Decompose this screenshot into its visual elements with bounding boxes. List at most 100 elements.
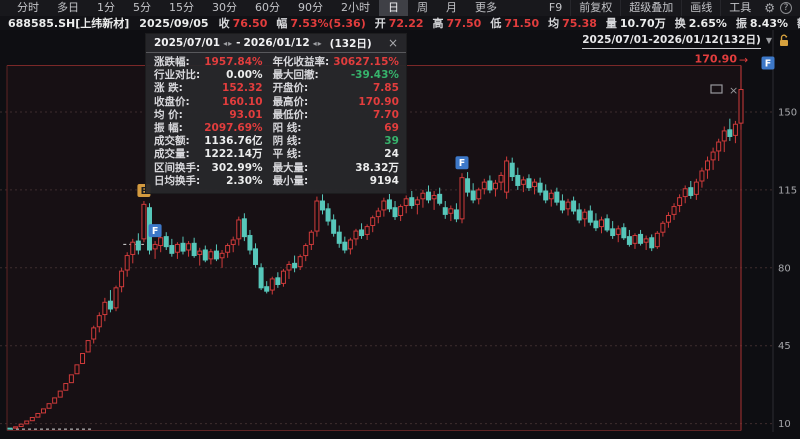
stats-cell: 152.32: [222, 82, 263, 95]
period-tab-more[interactable]: 更多: [475, 1, 497, 14]
period-tab-30min[interactable]: 30分: [212, 1, 237, 14]
date-separator: -: [236, 37, 241, 49]
stats-cell: 日均换手:: [154, 174, 201, 187]
quote-value: 77.50: [446, 17, 482, 30]
stats-cell: 区间换手:: [154, 161, 201, 174]
arrow-right-icon: →: [739, 53, 748, 66]
event-marker-f[interactable]: F: [455, 156, 469, 170]
stats-cell: 0.00%: [226, 69, 263, 82]
toolbar-tools[interactable]: 工具: [720, 0, 759, 16]
stats-cell: 160.10: [222, 95, 263, 108]
quote-value: 7.53%(5.36): [290, 17, 366, 30]
region-close-icon[interactable]: ×: [729, 84, 738, 97]
quote-fields: 收 76.50 幅 7.53%(5.36) 开 72.22 高 77.50 低 71.50 均 75.…: [219, 15, 800, 31]
quote-open: 开 72.22: [375, 17, 424, 30]
quote-volume: 量 10.70万: [606, 17, 666, 30]
y-axis-label: 115: [778, 185, 797, 196]
quote-label: 振: [735, 17, 747, 30]
stats-cell: 1957.84%: [204, 56, 263, 68]
stats-days-count: (132日): [329, 37, 372, 50]
y-axis-label: 150: [778, 108, 797, 119]
stats-cell: 69: [384, 122, 399, 135]
quote-value: 71.50: [504, 17, 540, 30]
date-stepper-icons[interactable]: ◂▸: [312, 38, 323, 48]
range-stats-panel: 2025/07/01 ◂▸ - 2026/01/12 ◂▸ (132日) × 涨…: [145, 33, 407, 195]
stats-cell: 39: [384, 135, 399, 148]
period-tab-2hour[interactable]: 2小时: [341, 1, 370, 14]
period-tab-week[interactable]: 周: [417, 1, 428, 14]
stats-cell: 38.32万: [355, 161, 399, 174]
toolbar-forward-adjust[interactable]: 前复权: [570, 0, 620, 16]
stats-panel-header[interactable]: 2025/07/01 ◂▸ - 2026/01/12 ◂▸ (132日) ×: [146, 34, 406, 53]
quote-close: 收 76.50: [219, 17, 268, 30]
stats-start-date: 2025/07/01: [154, 37, 221, 49]
event-marker-f[interactable]: F: [148, 224, 162, 238]
region-panel-icon[interactable]: [710, 84, 723, 94]
quote-value: 76.50: [232, 17, 268, 30]
quote-label: 高: [432, 17, 444, 30]
quote-amount: 额8.06亿: [797, 17, 800, 30]
quote-label: 幅: [276, 17, 288, 30]
event-marker-f[interactable]: F: [761, 56, 775, 69]
toolbar-actions: F9 前复权 超级叠加 画线 工具 ⚙ ?: [541, 0, 800, 16]
stats-cell: 均 价:: [154, 108, 183, 121]
stats-cell: 1136.76亿: [204, 135, 263, 148]
quote-date: 2025/09/05: [139, 16, 209, 30]
quote-low: 低 71.50: [490, 17, 539, 30]
quote-value: 72.22: [388, 17, 424, 30]
quote-label: 开: [374, 17, 386, 30]
quote-label: 收: [218, 17, 230, 30]
help-icon[interactable]: ?: [780, 2, 792, 14]
lock-icon[interactable]: [778, 34, 790, 47]
stats-rows: 涨跌幅: 1957.84% 年化收益率: 30627.15% 行业对比: 0.00% 最大回…: [146, 53, 406, 193]
stock-code: 688585.SH[上纬新材]: [8, 17, 130, 30]
chevron-down-icon: ▼: [765, 36, 772, 45]
quote-label: 低: [490, 17, 502, 30]
quote-value: 10.70万: [619, 17, 666, 30]
quote-high: 高 77.50: [433, 17, 482, 30]
stats-cell: 2097.69%: [204, 122, 263, 135]
period-tab-15min[interactable]: 15分: [169, 1, 194, 14]
quote-label: 量: [605, 17, 617, 30]
quote-turnover-rate: 换 2.65%: [675, 17, 727, 30]
date-stepper-icons[interactable]: ◂▸: [223, 38, 234, 48]
period-tab-5min[interactable]: 5分: [133, 1, 151, 14]
close-icon[interactable]: ×: [387, 36, 398, 50]
stats-cell: 振 幅:: [154, 122, 183, 135]
stats-cell: 阴 线:: [272, 135, 302, 148]
stats-cell: -39.43%: [350, 69, 399, 82]
period-tab-1min[interactable]: 1分: [97, 1, 115, 14]
period-tab-60min[interactable]: 60分: [255, 1, 280, 14]
period-tab-day[interactable]: 日: [379, 0, 408, 16]
stats-cell: 成交量:: [154, 148, 190, 161]
date-range-selector[interactable]: 2025/07/01-2026/01/12(132日) ▼: [582, 32, 790, 49]
y-axis-label: 45: [778, 341, 791, 352]
candles: [7, 65, 744, 430]
svg-text:E: E: [141, 186, 148, 197]
toolbar-f9[interactable]: F9: [548, 1, 563, 14]
period-tab-90min[interactable]: 90分: [298, 1, 323, 14]
settings-gear-icon[interactable]: ⚙: [764, 1, 775, 15]
stats-cell: 30627.15%: [333, 56, 399, 68]
quote-value: 2.65%: [688, 17, 727, 30]
stats-cell: 9194: [369, 174, 399, 187]
chart-area: 150 115 80 45 10 170.90 → × E F F F 2025/07/01-2026…: [0, 30, 800, 432]
quote-label: 换: [674, 17, 686, 30]
svg-text:F: F: [765, 58, 772, 69]
stats-cell: 阳 线:: [272, 122, 302, 135]
stats-cell: 行业对比:: [154, 69, 201, 82]
toolbar-super-overlay[interactable]: 超级叠加: [620, 0, 681, 16]
toolbar-draw-line[interactable]: 画线: [681, 0, 720, 16]
stats-cell: 302.99%: [211, 161, 263, 174]
stats-cell: 1222.14万: [204, 148, 263, 161]
period-tab-month[interactable]: 月: [446, 1, 457, 14]
y-axis-label: 80: [778, 263, 791, 274]
period-tab-multi-day[interactable]: 多日: [57, 1, 79, 14]
stats-cell: 最低价:: [272, 108, 309, 121]
info-bar: 688585.SH[上纬新材] 2025/09/05 收 76.50 幅 7.53%(…: [0, 16, 800, 30]
quote-label: 额: [797, 17, 800, 30]
period-tab-time-sharing[interactable]: 分时: [17, 1, 39, 14]
stats-cell: 平 线:: [272, 148, 302, 161]
